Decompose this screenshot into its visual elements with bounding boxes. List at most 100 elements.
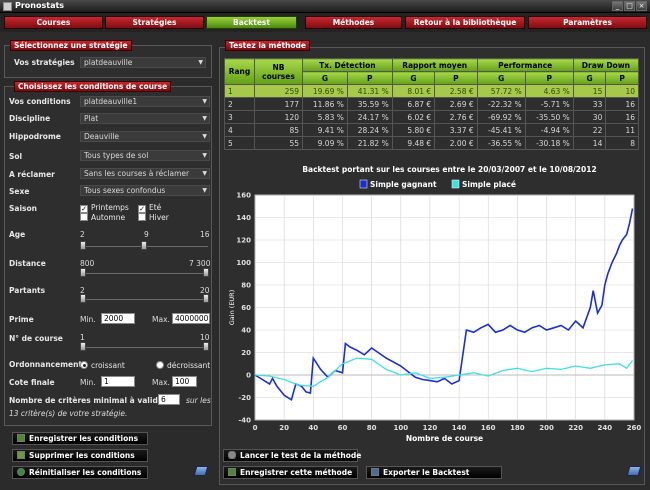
chevron-down-icon: ▼ [202, 152, 207, 159]
age-slider-min-handle[interactable] [80, 241, 86, 250]
partants-slider[interactable] [83, 299, 208, 303]
table-row[interactable]: 1 259 19.69 % 41.31 % 8.01 €2.58 €57.72 % 4.6… [224, 84, 639, 98]
tab-parametres[interactable]: Paramètres [528, 16, 647, 29]
table-cell: 14 [572, 136, 607, 150]
sol-select[interactable]: Tous types de sol ▼ [80, 150, 210, 161]
x-tick-label: 20 [279, 424, 289, 432]
ordonnancement-label: Ordonnancement [9, 360, 83, 369]
x-tick-label: 100 [393, 424, 408, 432]
sexe-value: Tous sexes confondus [84, 186, 166, 195]
table-cell: 259 [254, 84, 303, 98]
save-method-button[interactable]: Enregistrer cette méthode [223, 466, 358, 479]
save-method-label: Enregistrer cette méthode [240, 468, 353, 477]
cote-max-input[interactable]: 100 [172, 376, 197, 387]
table-cell: 5.83 % [302, 110, 348, 124]
tab-courses[interactable]: Courses [4, 16, 103, 29]
maximize-icon[interactable]: □ [624, 1, 635, 11]
app-icon [3, 2, 12, 11]
age-max: 16 [200, 230, 210, 239]
checkbox-hiver[interactable]: Hiver [138, 213, 169, 222]
hippodrome-value: Deauville [84, 132, 120, 141]
age-slider-max-handle[interactable] [141, 241, 147, 250]
cote-min-label: Min. [80, 378, 96, 387]
table-cell: 2.00 € [434, 136, 478, 150]
prime-min-input[interactable]: 2000 [101, 313, 135, 324]
launch-test-button[interactable]: Lancer le test de la méthode [223, 449, 361, 462]
table-cell: 19.69 % [302, 84, 348, 98]
close-icon[interactable]: × [636, 1, 647, 11]
table-cell: 16 [605, 110, 639, 124]
col-sub: P [434, 71, 478, 85]
radio-decroissant[interactable]: décroissant [156, 361, 210, 370]
y-tick-label: 140 [236, 214, 251, 222]
distance-slider-min-handle[interactable] [80, 268, 86, 277]
discipline-select[interactable]: Plat ▼ [80, 113, 210, 124]
sexe-label: Sexe [9, 187, 30, 196]
table-cell: 9.09 % [302, 136, 348, 150]
table-cell: -4.94 % [524, 123, 574, 137]
reset-conditions-button[interactable]: Réinitialiser les conditions [12, 466, 148, 479]
cote-min-input[interactable]: 1 [101, 376, 135, 387]
table-cell: 8.01 € [391, 84, 436, 98]
table-cell: 35.59 % [346, 97, 393, 111]
strategy-select-value: platdeauville [84, 58, 133, 67]
export-backtest-button[interactable]: Exporter le Backtest [366, 466, 502, 479]
table-row[interactable]: 3 120 5.83 % 24.17 % 6.02 €2.76 € -69.92 % -35… [224, 110, 639, 124]
a-reclamer-select[interactable]: Sans les courses à réclamer ▼ [80, 168, 210, 179]
checkbox-ete[interactable]: ✓ Eté [138, 203, 161, 213]
table-cell: -45.41 % [476, 123, 526, 137]
prime-max-input[interactable]: 4000000 [172, 313, 210, 324]
col-sub: G [476, 71, 526, 85]
chevron-down-icon: ▼ [202, 170, 207, 177]
col-sub: G [572, 71, 607, 85]
checkbox-printemps[interactable]: ✓ Printemps [80, 203, 129, 213]
radio-croissant[interactable]: croissant [80, 361, 125, 370]
partants-label: Partants [9, 286, 46, 295]
tab-backtest[interactable]: Backtest [206, 16, 297, 29]
table-cell: 10 [605, 84, 639, 98]
table-row[interactable]: 4 85 9.41 % 28.24 % 5.80 €3.37 € -45.41 % -4.9… [224, 123, 639, 137]
table-cell: 3.37 € [434, 123, 478, 137]
table-cell: 28.24 % [346, 123, 393, 137]
tab-strategies[interactable]: Stratégies [105, 16, 204, 29]
series-line-simple-place [254, 357, 634, 387]
distance-slider-max-handle[interactable] [203, 268, 209, 277]
partants-slider-min-handle[interactable] [80, 294, 86, 303]
delete-conditions-button[interactable]: Supprimer les conditions [12, 449, 148, 462]
distance-slider[interactable] [83, 273, 208, 277]
x-tick-label: 80 [367, 424, 377, 432]
table-cell: 9.41 % [302, 123, 348, 137]
chevron-down-icon: ▼ [202, 133, 207, 140]
table-cell: -22.32 % [476, 97, 526, 111]
backtest-chart: 0 20 40 60 80 100 120 140 160 180 200 220 240 260-40-… [228, 165, 641, 443]
col-sub: P [605, 71, 639, 85]
checkbox-automne[interactable]: Automne [80, 213, 125, 222]
sexe-select[interactable]: Tous sexes confondus ▼ [80, 185, 210, 196]
legend-label: Simple gagnant [370, 180, 437, 189]
book-icon[interactable] [193, 466, 209, 476]
y-axis-label: Gain (EUR) [228, 290, 236, 325]
vos-conditions-select[interactable]: platdeauville1 ▼ [80, 96, 210, 107]
sol-value: Tous types de sol [84, 151, 149, 160]
hippodrome-select[interactable]: Deauville ▼ [80, 131, 210, 142]
y-tick-label: 60 [241, 304, 251, 312]
partants-slider-max-handle[interactable] [203, 294, 209, 303]
hiver-label: Hiver [149, 213, 169, 222]
table-cell: 2.76 € [434, 110, 478, 124]
tab-retour-bibliotheque[interactable]: Retour à la bibliothèque [405, 16, 525, 29]
a-reclamer-label: A réclamer [9, 170, 55, 179]
chevron-down-icon: ▼ [202, 98, 207, 105]
criteres-input[interactable]: 6 [158, 394, 180, 405]
table-cell: 41.31 % [346, 84, 393, 98]
table-row[interactable]: 5 55 9.09 % 21.82 % 9.48 €2.00 € -36.55 % -30.… [224, 136, 639, 150]
numero-course-slider[interactable] [83, 347, 208, 351]
minimize-icon[interactable]: _ [612, 1, 623, 11]
numero-course-slider-max-handle[interactable] [203, 342, 209, 351]
table-cell: 4 [224, 123, 255, 137]
numero-course-label: N° de course [9, 334, 63, 343]
strategy-select[interactable]: platdeauville ▼ [80, 57, 206, 68]
table-row[interactable]: 2 177 11.86 % 35.59 % 6.87 €2.69 € -22.32 % -5… [224, 97, 639, 111]
numero-course-slider-min-handle[interactable] [80, 342, 86, 351]
tab-methodes[interactable]: Méthodes [305, 16, 402, 29]
save-conditions-button[interactable]: Enregistrer les conditions [12, 432, 148, 445]
